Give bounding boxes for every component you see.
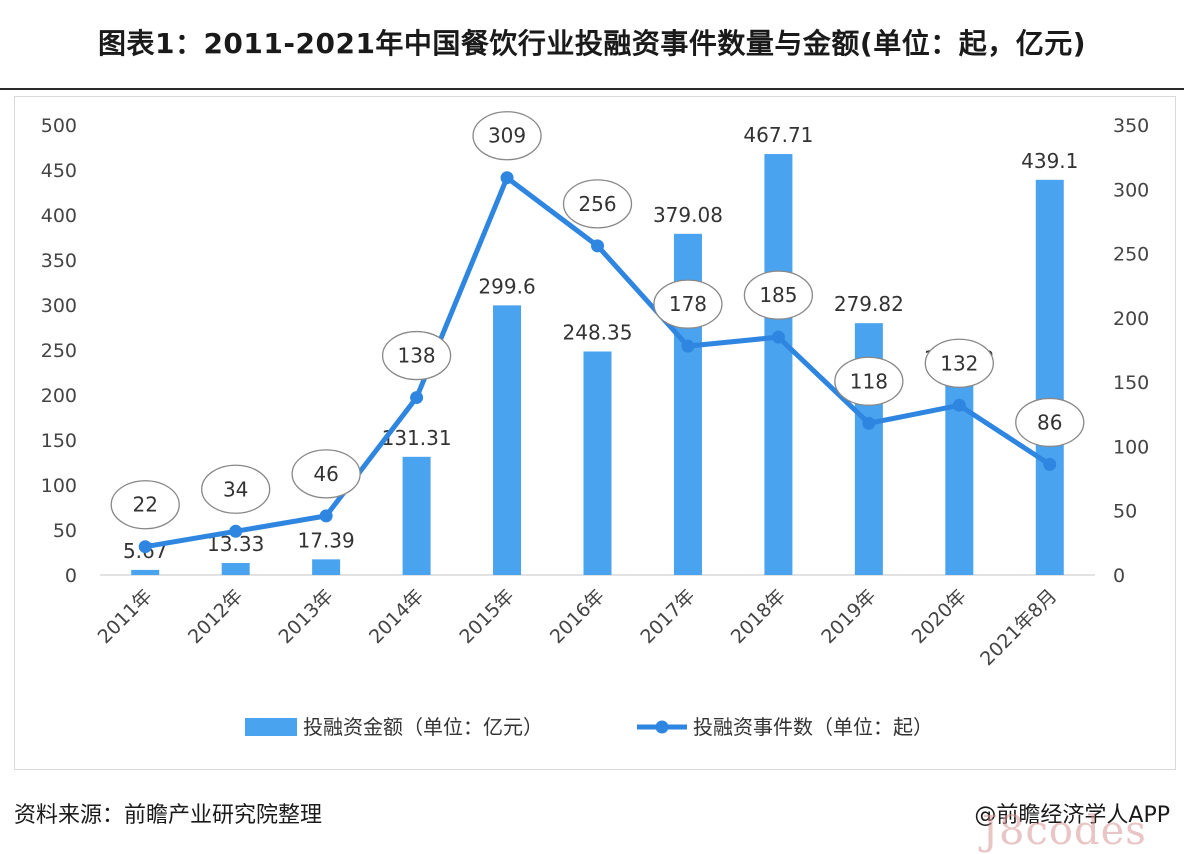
- line-point: [952, 398, 966, 412]
- line-value-label: 118: [850, 369, 888, 393]
- x-axis-ticks: 2011年 2012年 2013年 2014年 2015年 2016年 2017年 2018年…: [94, 585, 1062, 670]
- line-value-label: 178: [669, 292, 707, 316]
- line-point: [1043, 457, 1057, 471]
- bar: [221, 563, 250, 575]
- left-tick-label: 50: [53, 520, 77, 542]
- source-note: 资料来源：前瞻产业研究院整理: [14, 803, 323, 828]
- right-tick-label: 200: [1113, 308, 1149, 330]
- chart-frame: 0 50 100 150 200 250 300 350 400 450 500 0 50 100 150…: [14, 96, 1176, 770]
- left-tick-label: 250: [41, 340, 77, 362]
- callout-bubble: [381, 330, 452, 381]
- line-value-label: 46: [313, 462, 338, 486]
- line-point: [229, 524, 243, 538]
- left-tick-label: 300: [41, 295, 77, 317]
- left-axis: 0 50 100 150 200 250 300 350 400 450 500: [41, 115, 77, 587]
- bar: [131, 569, 160, 575]
- right-tick-label: 0: [1113, 565, 1125, 587]
- line-value-label: 22: [133, 493, 158, 517]
- left-tick-label: 100: [41, 475, 77, 497]
- callout-bubble: [924, 338, 994, 388]
- callout-bubble: [743, 270, 814, 320]
- x-tick-label: 2018年: [727, 585, 790, 648]
- x-tick-label: 2012年: [184, 585, 247, 648]
- title-divider: [0, 88, 1184, 90]
- callout-bubble: [201, 464, 271, 514]
- line-series: [138, 171, 1057, 554]
- bar-value-label: 439.1: [1021, 149, 1078, 173]
- callout-bubble: [562, 179, 633, 229]
- callout-bubble: [291, 449, 361, 499]
- line-point: [410, 391, 424, 405]
- bar-value-label: 299.6: [478, 274, 535, 298]
- line-value-label: 132: [940, 351, 978, 375]
- watermark: J8codes: [982, 808, 1147, 854]
- x-tick-label: 2011年: [94, 585, 157, 648]
- left-tick-label: 350: [41, 250, 77, 272]
- bar-value-label: 248.35: [563, 320, 633, 344]
- bar: [764, 154, 793, 575]
- callout-bubble: [834, 356, 904, 406]
- legend-bar-swatch: [245, 718, 297, 736]
- legend-bar-label: 投融资金额（单位：亿元）: [303, 715, 543, 739]
- line-value-label: 34: [223, 477, 248, 501]
- bar-value-label: 467.71: [743, 123, 813, 147]
- left-tick-label: 200: [41, 385, 77, 407]
- x-tick-label: 2021年8月: [976, 585, 1061, 670]
- x-tick-label: 2014年: [365, 585, 428, 648]
- line-point: [138, 540, 152, 554]
- bar: [402, 456, 431, 575]
- line-value-label: 138: [397, 344, 435, 368]
- left-tick-label: 500: [41, 115, 77, 137]
- credit-note: @前瞻经济学人APP: [974, 803, 1170, 828]
- callout-bubble: [653, 279, 723, 329]
- chart-title: 图表1：2011-2021年中国餐饮行业投融资事件数量与金额(单位：起，亿元): [97, 27, 1087, 60]
- bar: [1035, 179, 1064, 575]
- right-axis: 0 50 100 150 200 250 300 350: [1113, 115, 1149, 587]
- bar: [312, 559, 341, 575]
- left-tick-label: 400: [41, 205, 77, 227]
- right-tick-label: 300: [1113, 179, 1149, 201]
- line-point: [681, 339, 695, 353]
- left-tick-label: 450: [41, 160, 77, 182]
- bar-value-label: 279.82: [834, 292, 904, 316]
- right-tick-label: 50: [1113, 501, 1137, 523]
- x-tick-label: 2015年: [455, 585, 518, 648]
- callout-bubble: [110, 480, 180, 530]
- line-value-label: 309: [488, 124, 526, 148]
- line-value-label: 185: [759, 283, 797, 307]
- line-point: [319, 509, 333, 523]
- callout-bubble: [1015, 397, 1085, 448]
- x-tick-label: 2016年: [546, 585, 609, 648]
- right-tick-label: 250: [1113, 244, 1149, 266]
- line-value-callouts: 22 34 46 138 309 256 178 185 118 132 86: [110, 111, 1085, 530]
- x-tick-label: 2019年: [817, 585, 880, 648]
- line-point: [862, 416, 876, 430]
- legend: 投融资金额（单位：亿元） 投融资事件数（单位：起）: [245, 715, 933, 739]
- left-tick-label: 150: [41, 430, 77, 452]
- right-tick-label: 350: [1113, 115, 1149, 137]
- x-tick-label: 2020年: [908, 585, 971, 648]
- bar-value-label: 379.08: [653, 203, 723, 227]
- line-point: [591, 239, 604, 253]
- bar: [493, 305, 522, 575]
- line-point: [500, 171, 514, 185]
- combo-chart: 0 50 100 150 200 250 300 350 400 450 500 0 50 100 150…: [41, 111, 1149, 739]
- x-tick-label: 2013年: [274, 585, 337, 648]
- line-value-label: 256: [578, 192, 616, 216]
- line-value-label: 86: [1037, 410, 1062, 434]
- right-tick-label: 100: [1113, 436, 1149, 458]
- bar-value-label: 17.39: [298, 528, 355, 552]
- legend-line-marker: [655, 720, 669, 734]
- legend-line-label: 投融资事件数（单位：起）: [693, 715, 933, 739]
- line-point: [771, 330, 785, 344]
- bar: [583, 351, 612, 575]
- x-tick-label: 2017年: [636, 585, 699, 648]
- left-tick-label: 0: [65, 565, 77, 587]
- callout-bubble: [472, 111, 542, 161]
- right-tick-label: 150: [1113, 372, 1149, 394]
